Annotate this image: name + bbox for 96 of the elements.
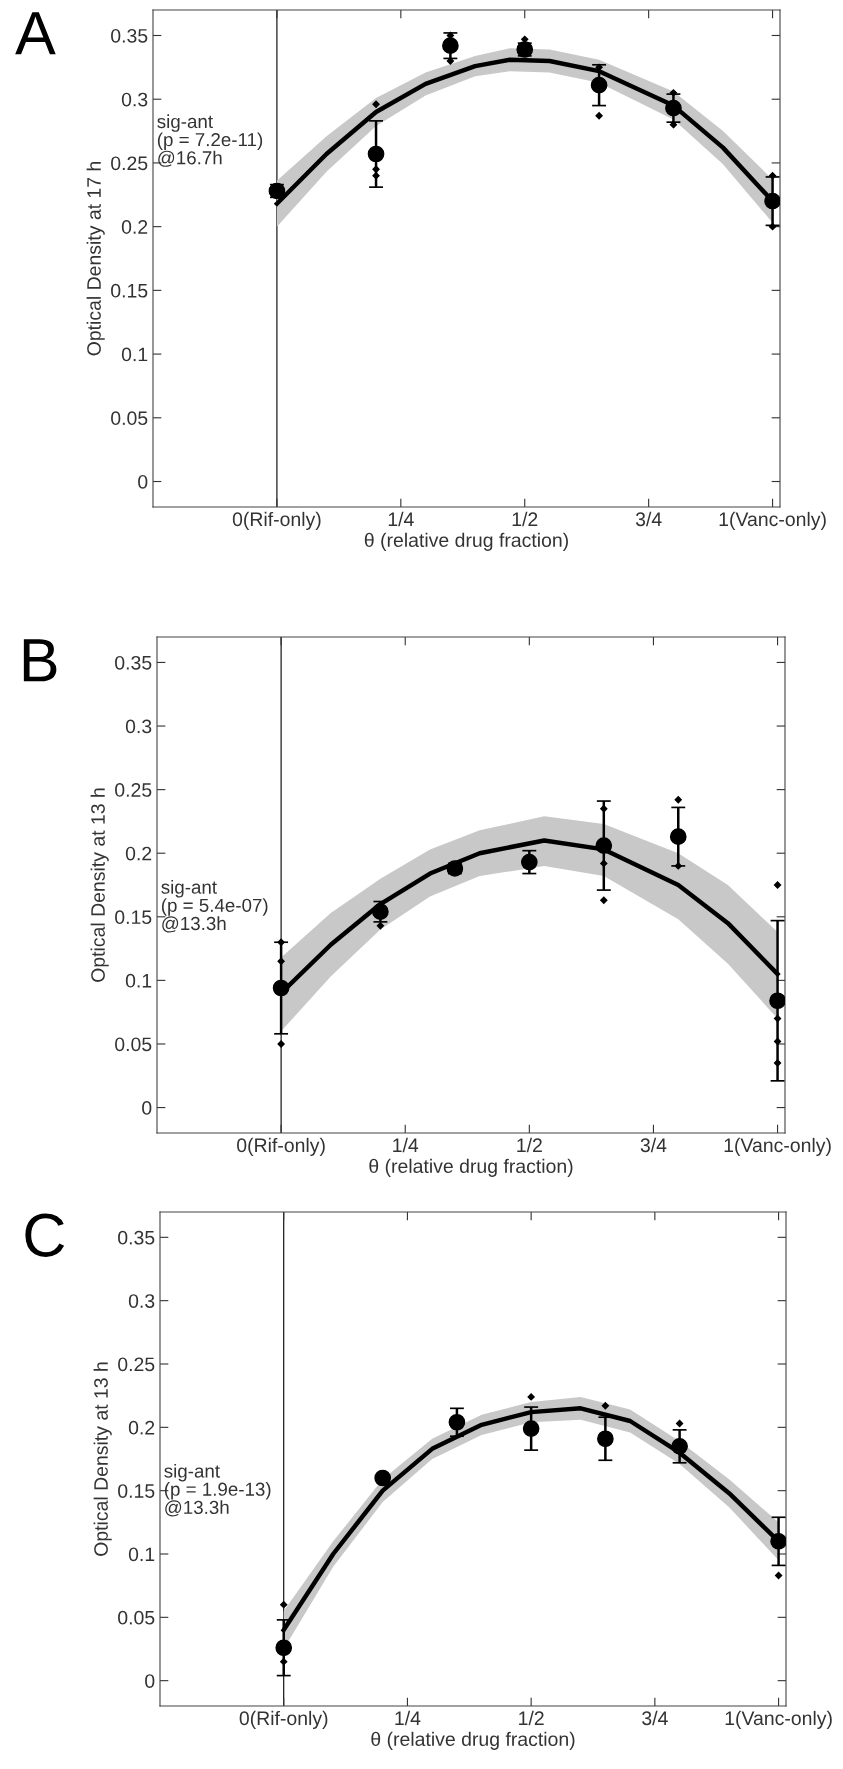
point (280, 1601, 288, 1609)
y-tick-label: 0.25 (115, 783, 152, 797)
point (600, 859, 608, 868)
x-tick-label: 0(Rif-only) (237, 1137, 325, 1156)
point (669, 121, 678, 129)
point (372, 165, 380, 173)
point (600, 805, 608, 813)
y-tick-label: 0.15 (111, 283, 148, 298)
y-tick-label: 0.1 (125, 973, 152, 988)
annotation: sig-ant (p = 5.4e-07) @13.3h (161, 880, 268, 933)
point (372, 100, 380, 108)
point (595, 112, 603, 120)
x-tick-label: 0(Rif-only) (232, 511, 321, 530)
x-tick-label: 3/4 (642, 1710, 668, 1726)
y-tick-label: 0.05 (115, 1037, 152, 1052)
x-tick-label: 3/4 (635, 511, 662, 527)
y-tick-label: 0.3 (121, 92, 148, 107)
y-tick-label: 0.05 (111, 411, 148, 426)
x-tick-label: 1/4 (395, 1710, 421, 1726)
point (520, 853, 538, 871)
y-axis-title: Optical Density at 13 h (93, 1362, 112, 1556)
point (372, 172, 380, 180)
point (669, 828, 687, 846)
y-tick-label: 0.05 (118, 1610, 155, 1625)
chart-title: A (15, 12, 56, 55)
y-tick-label: 0.35 (118, 1230, 155, 1245)
point (527, 1393, 535, 1401)
x-tick-label: 1/2 (517, 1137, 542, 1153)
point (671, 1437, 688, 1455)
y-tick-label: 0.1 (128, 1547, 155, 1562)
point (675, 1419, 684, 1428)
point (277, 938, 285, 946)
x-axis-title: θ (relative drug fraction) (369, 1158, 573, 1177)
point (522, 1420, 540, 1437)
point (773, 1014, 782, 1023)
point (597, 1430, 614, 1448)
point (367, 145, 385, 163)
point (768, 172, 777, 180)
y-tick-label: 0.3 (125, 719, 152, 734)
x-axis-title: θ (relative drug fraction) (364, 532, 568, 551)
chart-title: B (23, 639, 57, 682)
point (774, 1571, 783, 1580)
point (280, 1658, 288, 1666)
y-tick-label: 0.3 (128, 1294, 155, 1308)
point (601, 1402, 610, 1410)
point (773, 1037, 782, 1046)
point (773, 881, 782, 889)
point (595, 63, 603, 71)
x-tick-label: 1/2 (519, 1710, 544, 1726)
y-axis-title: Optical Density at 17 h (86, 161, 105, 356)
y-tick-label: 0.1 (121, 347, 148, 362)
point (442, 37, 459, 55)
y-tick-label: 0.2 (125, 846, 152, 861)
x-axis-title: θ (relative drug fraction) (371, 1731, 575, 1750)
annotation: sig-ant (p = 1.9e-13) @13.3h (164, 1463, 271, 1517)
x-tick-label: 3/4 (640, 1137, 667, 1153)
point (768, 223, 777, 231)
annotation: sig-ant (p = 7.2e-11) @16.7h (157, 114, 263, 167)
point (769, 992, 785, 1010)
point (272, 979, 290, 997)
x-tick-label: 1/4 (388, 511, 414, 527)
x-tick-label: 1/4 (393, 1137, 419, 1153)
x-tick-label: 1/2 (512, 511, 538, 527)
y-tick-label: 0 (138, 474, 148, 489)
point (595, 837, 613, 854)
point (665, 99, 682, 117)
y-tick-label: 0.15 (115, 910, 152, 925)
point (674, 796, 682, 804)
x-tick-label: 0(Rif-only) (239, 1710, 328, 1729)
y-tick-label: 0 (145, 1674, 155, 1688)
y-tick-label: 0.25 (118, 1357, 155, 1372)
x-tick-label: 1(Vanc-only) (724, 1137, 831, 1156)
x-tick-label: 1(Vanc-only) (719, 511, 826, 530)
point (277, 1040, 285, 1048)
point (275, 1639, 293, 1657)
x-tick-label: 1(Vanc-only) (725, 1710, 832, 1729)
point (277, 957, 285, 965)
point (590, 76, 608, 94)
point (669, 89, 678, 97)
point (376, 922, 385, 930)
point (770, 1532, 786, 1550)
y-tick-label: 0.2 (121, 220, 148, 234)
point (773, 1059, 782, 1067)
y-tick-label: 0.35 (111, 28, 148, 43)
y-axis-title: Optical Density at 13 h (90, 788, 109, 982)
y-tick-label: 0.2 (128, 1420, 155, 1435)
y-tick-label: 0.25 (111, 156, 148, 171)
point (674, 862, 682, 870)
point (600, 896, 608, 904)
chart-title: C (25, 1213, 65, 1257)
y-tick-label: 0.35 (115, 655, 152, 670)
point (448, 1413, 466, 1431)
y-tick-label: 0.15 (118, 1484, 155, 1498)
point (764, 192, 780, 210)
point (374, 1469, 392, 1487)
y-tick-label: 0 (142, 1101, 152, 1115)
